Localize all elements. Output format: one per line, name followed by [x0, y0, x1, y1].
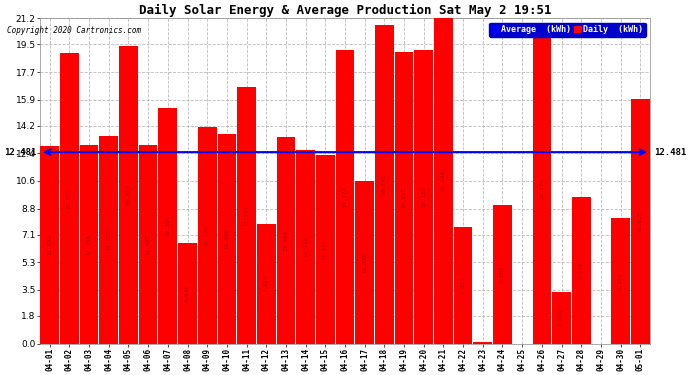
Bar	[316, 154, 335, 344]
Bar	[493, 206, 512, 344]
Text: 8.156: 8.156	[618, 272, 623, 290]
Text: 15.380: 15.380	[166, 215, 170, 236]
Bar	[257, 224, 275, 344]
Text: 3.368: 3.368	[559, 309, 564, 327]
Text: Copyright 2020 Cartronics.com: Copyright 2020 Cartronics.com	[7, 26, 141, 35]
Bar	[277, 137, 295, 344]
Text: 19.172: 19.172	[342, 186, 348, 207]
Bar	[335, 50, 355, 344]
Bar	[552, 292, 571, 344]
Bar	[80, 145, 99, 344]
Text: 18.972: 18.972	[67, 188, 72, 209]
Text: 14.120: 14.120	[205, 225, 210, 246]
Bar	[178, 243, 197, 344]
Title: Daily Solar Energy & Average Production Sat May 2 19:51: Daily Solar Energy & Average Production …	[139, 4, 551, 17]
Text: 12.932: 12.932	[146, 234, 150, 255]
Bar	[217, 134, 236, 344]
Bar	[473, 342, 492, 344]
Text: 13.456: 13.456	[284, 230, 288, 251]
Text: 13.660: 13.660	[224, 228, 229, 249]
Bar	[237, 87, 256, 344]
Text: 13.504: 13.504	[106, 230, 111, 251]
Text: 6.576: 6.576	[185, 284, 190, 302]
Bar	[296, 150, 315, 344]
Text: 15.928: 15.928	[638, 211, 643, 232]
Bar	[572, 197, 591, 344]
Text: 12.316: 12.316	[323, 238, 328, 260]
Text: 12.936: 12.936	[86, 234, 92, 255]
Text: 9.008: 9.008	[500, 266, 505, 283]
Text: 19.152: 19.152	[421, 186, 426, 207]
Text: 12.481: 12.481	[654, 148, 687, 157]
Text: 12.636: 12.636	[303, 236, 308, 257]
Text: 10.580: 10.580	[362, 252, 367, 273]
Bar	[454, 226, 473, 344]
Text: 19.428: 19.428	[126, 184, 131, 205]
Bar	[40, 147, 59, 344]
Bar	[139, 145, 157, 344]
Text: 20.176: 20.176	[540, 178, 544, 200]
Bar	[119, 46, 138, 344]
Text: 7.624: 7.624	[461, 276, 466, 294]
Bar	[631, 99, 650, 344]
Bar	[159, 108, 177, 344]
Text: 16.724: 16.724	[244, 205, 249, 226]
Text: 20.748: 20.748	[382, 174, 387, 195]
Bar	[99, 136, 118, 344]
Text: 9.528: 9.528	[579, 262, 584, 279]
Text: 7.824: 7.824	[264, 275, 269, 292]
Bar	[611, 219, 630, 344]
Text: 12.852: 12.852	[47, 234, 52, 255]
Bar	[415, 50, 433, 344]
Text: 12.481: 12.481	[3, 148, 36, 157]
Bar	[375, 26, 394, 344]
Bar	[198, 127, 217, 344]
Bar	[355, 181, 374, 344]
Text: 21.240: 21.240	[441, 170, 446, 191]
Bar	[60, 53, 79, 344]
Bar	[434, 18, 453, 344]
Bar	[533, 34, 551, 344]
Bar	[395, 52, 413, 344]
Text: 19.032: 19.032	[402, 187, 406, 208]
Legend: Average  (kWh), Daily  (kWh): Average (kWh), Daily (kWh)	[489, 22, 646, 37]
